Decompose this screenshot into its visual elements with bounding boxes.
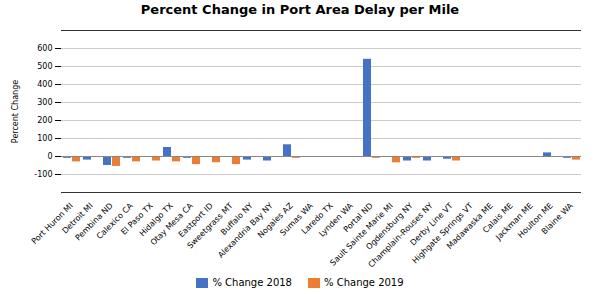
svg-text:Ogdensburg NY: Ogdensburg NY [364, 201, 415, 252]
svg-text:400: 400 [37, 80, 52, 89]
svg-text:Sumas WA: Sumas WA [278, 201, 315, 238]
svg-text:Alexandria Bay NY: Alexandria Bay NY [216, 201, 275, 260]
svg-text:Sweetgrass MT: Sweetgrass MT [185, 201, 235, 251]
svg-text:Champlain-Rouses NY: Champlain-Rouses NY [366, 201, 435, 270]
svg-text:Lynden WA: Lynden WA [317, 201, 355, 239]
svg-text:Derby Line VT: Derby Line VT [408, 201, 455, 248]
svg-text:Eastport ID: Eastport ID [176, 201, 215, 240]
html-text:Percent Change in Port Area De: Percent Change in Port Area Delay per Mi… [140, 2, 460, 17]
html-text:% Change 2019: % Change 2019 [324, 276, 404, 288]
svg-text:Laredo TX: Laredo TX [299, 201, 335, 236]
svg-text:0: 0 [47, 152, 52, 161]
svg-text:-100: -100 [34, 170, 52, 179]
svg-text:Detroit MI: Detroit MI [60, 201, 95, 236]
svg-text:Nogales AZ: Nogales AZ [256, 201, 295, 240]
svg-text:500: 500 [37, 62, 52, 71]
svg-text:Blaine WA: Blaine WA [540, 201, 575, 236]
html-text:% Change 2018: % Change 2018 [212, 276, 292, 288]
svg-text:600: 600 [37, 44, 52, 53]
svg-text:Jackman ME: Jackman ME [494, 201, 535, 242]
svg-text:300: 300 [37, 98, 52, 107]
svg-text:100: 100 [37, 134, 52, 143]
svg-text:200: 200 [37, 116, 52, 125]
svg-text:El Paso TX: El Paso TX [119, 201, 155, 237]
svg-text:Pembina ND: Pembina ND [73, 201, 115, 243]
svg-text:Calexico CA: Calexico CA [94, 201, 135, 241]
svg-text:Portal ND: Portal ND [341, 201, 375, 235]
svg-text:Percent Change: Percent Change [11, 80, 20, 143]
svg-text:Calais ME: Calais ME [481, 201, 515, 235]
svg-text:Port Huron MI: Port Huron MI [29, 201, 75, 246]
svg-text:Buffalo NY: Buffalo NY [219, 201, 255, 237]
svg-text:Madawaska ME: Madawaska ME [445, 201, 495, 251]
svg-text:Otay Mesa CA: Otay Mesa CA [148, 201, 195, 248]
svg-text:Houlton ME: Houlton ME [516, 201, 555, 240]
svg-text:Hidalgo TX: Hidalgo TX [137, 201, 175, 239]
svg-text:Sault Sainte Marie MI: Sault Sainte Marie MI [328, 201, 395, 268]
svg-text:Highgate Springs VT: Highgate Springs VT [410, 201, 475, 266]
